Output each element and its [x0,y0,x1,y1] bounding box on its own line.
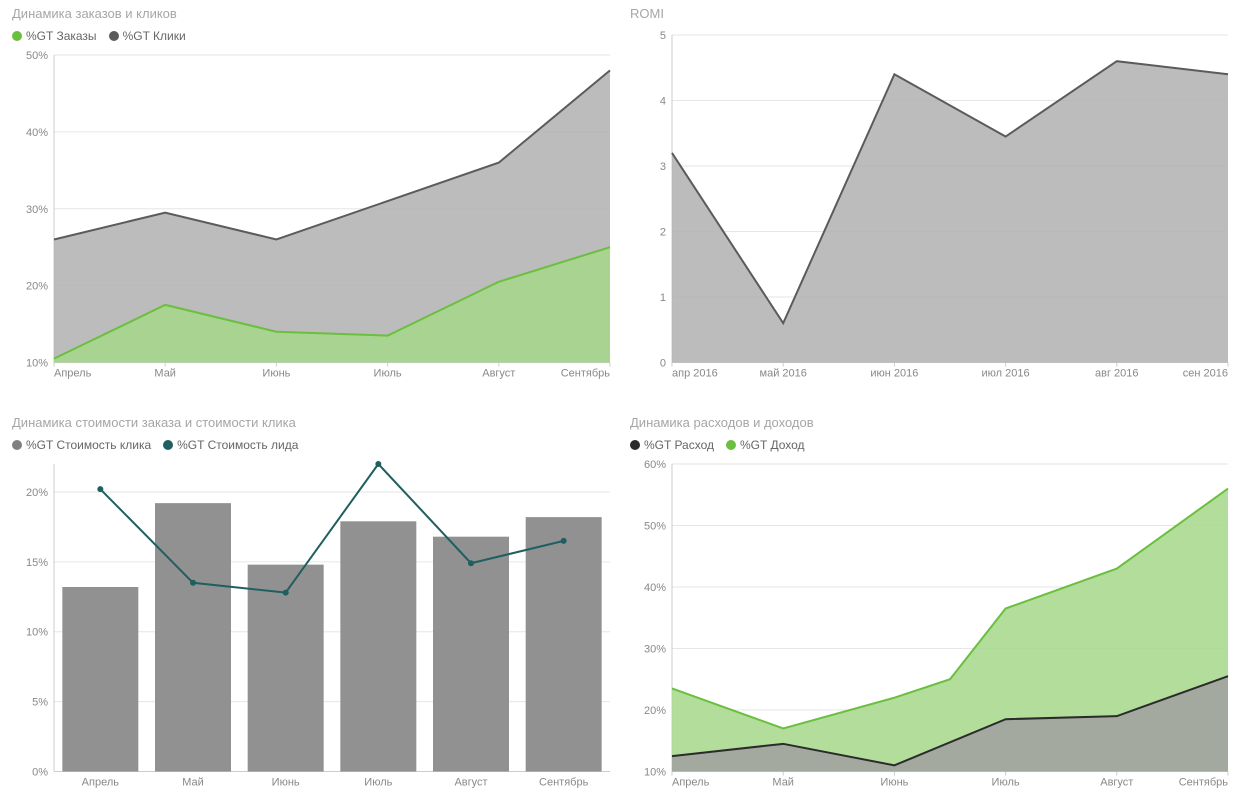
legend-label: %GT Клики [123,29,186,43]
svg-text:Август: Август [482,368,515,380]
legend-label: %GT Расход [644,438,714,452]
svg-text:Май: Май [772,776,794,788]
svg-text:60%: 60% [644,459,666,471]
legend-swatch-icon [163,440,173,450]
panel-title: ROMI [630,6,1236,21]
svg-text:0%: 0% [32,766,48,778]
chart-area[interactable]: 0% 5% 10% 15% 20% Апрель Май Июнь Июль Август Сент… [12,458,618,794]
legend-label: %GT Заказы [26,29,97,43]
svg-text:май 2016: май 2016 [760,368,807,380]
legend-label: %GT Стоимость клика [26,438,151,452]
panel-cost: Динамика стоимости заказа и стоимости кл… [12,415,618,794]
svg-text:июл 2016: июл 2016 [982,368,1030,380]
svg-text:10%: 10% [26,626,48,638]
panel-title: Динамика стоимости заказа и стоимости кл… [12,415,618,430]
svg-text:апр 2016: апр 2016 [672,368,718,380]
svg-text:15%: 15% [26,556,48,568]
svg-text:20%: 20% [26,281,48,293]
svg-text:Сентябрь: Сентябрь [539,776,589,788]
svg-text:Май: Май [182,776,204,788]
legend-swatch-icon [109,31,119,41]
legend: %GT Заказы %GT Клики [12,29,618,43]
svg-text:1: 1 [660,292,666,304]
legend-item-click-cost[interactable]: %GT Стоимость клика [12,438,151,452]
panel-exp-inc: Динамика расходов и доходов %GT Расход %… [630,415,1236,794]
legend-swatch-icon [630,440,640,450]
svg-text:Сентябрь: Сентябрь [1179,776,1229,788]
panel-title: Динамика заказов и кликов [12,6,618,21]
svg-text:Август: Август [1100,776,1133,788]
svg-text:Апрель: Апрель [82,776,120,788]
legend-item-lead-cost[interactable]: %GT Стоимость лида [163,438,298,452]
svg-text:Сентябрь: Сентябрь [561,368,611,380]
chart-area[interactable]: 0 1 2 3 4 5 апр 2016 май 2016 июн 2016 июл 2016 ав… [630,29,1236,385]
svg-text:июн 2016: июн 2016 [870,368,918,380]
svg-text:5: 5 [660,30,666,42]
legend-item-income[interactable]: %GT Доход [726,438,805,452]
svg-text:4: 4 [660,96,666,108]
chart-area[interactable]: 10% 20% 30% 40% 50% 60% Апрель Май Июнь Июль Авгус… [630,458,1236,794]
panel-romi: ROMI 0 1 2 3 4 5 апр 2016 май 2016 июн 2016 июл 2… [630,6,1236,385]
chart-svg: 10% 20% 30% 40% 50% Апрель Май Июнь Июль Август Се… [12,49,618,385]
svg-text:50%: 50% [26,50,48,62]
svg-text:20%: 20% [26,486,48,498]
svg-text:0: 0 [660,358,666,370]
svg-text:сен 2016: сен 2016 [1183,368,1228,380]
legend-swatch-icon [12,440,22,450]
svg-text:Июль: Июль [992,776,1020,788]
svg-text:5%: 5% [32,696,48,708]
svg-text:Июль: Июль [364,776,392,788]
svg-text:Апрель: Апрель [54,368,92,380]
svg-text:30%: 30% [26,204,48,216]
legend-swatch-icon [726,440,736,450]
panel-title: Динамика расходов и доходов [630,415,1236,430]
svg-text:Август: Август [454,776,487,788]
svg-text:авг 2016: авг 2016 [1095,368,1139,380]
svg-text:Июнь: Июнь [880,776,908,788]
legend: %GT Расход %GT Доход [630,438,1236,452]
svg-text:Июнь: Июнь [262,368,290,380]
svg-text:2: 2 [660,227,666,239]
svg-text:Июль: Июль [374,368,402,380]
legend-item-expense[interactable]: %GT Расход [630,438,714,452]
svg-text:40%: 40% [26,127,48,139]
chart-svg: 0% 5% 10% 15% 20% Апрель Май Июнь Июль Август Сент… [12,458,618,794]
chart-svg: 0 1 2 3 4 5 апр 2016 май 2016 июн 2016 июл 2016 ав… [630,29,1236,385]
chart-area[interactable]: 10% 20% 30% 40% 50% Апрель Май Июнь Июль Август Се… [12,49,618,385]
chart-svg: 10% 20% 30% 40% 50% 60% Апрель Май Июнь Июль Авгус… [630,458,1236,794]
svg-text:10%: 10% [644,766,666,778]
legend: %GT Стоимость клика %GT Стоимость лида [12,438,618,452]
svg-text:50%: 50% [644,520,666,532]
legend-item-orders[interactable]: %GT Заказы [12,29,97,43]
svg-text:Май: Май [154,368,176,380]
legend-item-clicks[interactable]: %GT Клики [109,29,186,43]
legend-label: %GT Стоимость лида [177,438,298,452]
svg-text:10%: 10% [26,358,48,370]
svg-text:3: 3 [660,161,666,173]
svg-text:Июнь: Июнь [272,776,300,788]
svg-text:20%: 20% [644,705,666,717]
svg-text:Апрель: Апрель [672,776,710,788]
dashboard-grid: Динамика заказов и кликов %GT Заказы %GT… [0,0,1244,799]
legend-label: %GT Доход [740,438,805,452]
svg-text:40%: 40% [644,582,666,594]
svg-text:30%: 30% [644,643,666,655]
legend-swatch-icon [12,31,22,41]
panel-orders-clicks: Динамика заказов и кликов %GT Заказы %GT… [12,6,618,385]
